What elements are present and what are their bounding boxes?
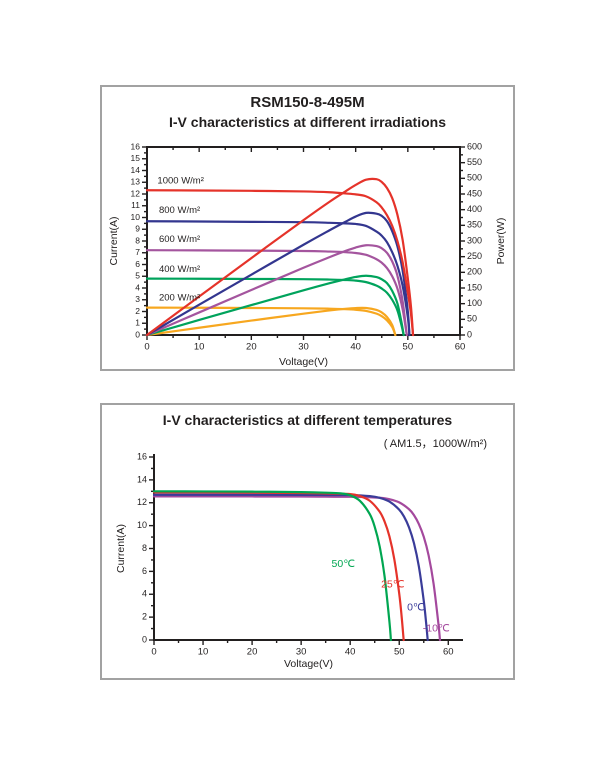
svg-text:50: 50 bbox=[467, 314, 477, 324]
svg-text:40: 40 bbox=[350, 341, 361, 352]
series-label: 25℃ bbox=[381, 578, 405, 590]
svg-text:250: 250 bbox=[467, 251, 482, 261]
svg-text:550: 550 bbox=[467, 157, 482, 167]
svg-text:8: 8 bbox=[142, 543, 147, 553]
svg-text:13: 13 bbox=[131, 177, 141, 187]
power-curve bbox=[145, 177, 415, 337]
svg-text:0: 0 bbox=[142, 634, 147, 644]
series-label: -10℃ bbox=[423, 622, 450, 634]
svg-text:200: 200 bbox=[467, 267, 482, 277]
svg-text:16: 16 bbox=[137, 451, 147, 461]
svg-text:20: 20 bbox=[246, 341, 257, 352]
axes: 0 10 20 30 40 50 60012345678910111213141516050… bbox=[131, 141, 483, 352]
series-label: 1000 W/m² bbox=[157, 175, 203, 186]
svg-text:300: 300 bbox=[467, 235, 482, 245]
svg-text:11: 11 bbox=[131, 200, 140, 210]
svg-text:2: 2 bbox=[135, 306, 140, 316]
y-axis-title: Current(A) bbox=[108, 216, 120, 265]
iv-curve bbox=[152, 495, 442, 642]
svg-text:3: 3 bbox=[135, 294, 140, 304]
test-conditions-label: ( AM1.5，1000W/m²) bbox=[383, 438, 487, 450]
svg-text:8: 8 bbox=[135, 235, 140, 245]
svg-text:10: 10 bbox=[137, 520, 147, 530]
iv-curve bbox=[145, 189, 415, 337]
iv-curve bbox=[145, 249, 408, 337]
x-axis-title: Voltage(V) bbox=[284, 658, 333, 670]
series-curves bbox=[152, 490, 442, 642]
axes: 0 10 20 30 40 50 60 0 2 4 6 8 10 12 14 16 bbox=[137, 451, 463, 657]
svg-text:10: 10 bbox=[194, 341, 205, 352]
svg-text:20: 20 bbox=[247, 646, 258, 657]
irradiation-chart-title: I-V characteristics at different irradia… bbox=[169, 114, 446, 130]
iv-curve bbox=[145, 220, 411, 337]
svg-text:0: 0 bbox=[467, 329, 472, 339]
iv-curve bbox=[152, 493, 429, 642]
iv-irradiation-chart: 0 10 20 30 40 50 60012345678910111213141516050… bbox=[108, 141, 507, 368]
temperature-chart-title: I-V characteristics at different tempera… bbox=[162, 412, 453, 428]
temperature-chart-panel: I-V characteristics at different tempera… bbox=[100, 403, 515, 680]
series-curves bbox=[145, 177, 415, 337]
svg-text:60: 60 bbox=[443, 646, 454, 657]
series-label: 400 W/m² bbox=[159, 264, 200, 275]
svg-text:60: 60 bbox=[455, 341, 466, 352]
svg-text:1: 1 bbox=[135, 318, 140, 328]
svg-text:0: 0 bbox=[151, 646, 156, 657]
svg-text:500: 500 bbox=[467, 173, 482, 183]
svg-text:6: 6 bbox=[142, 566, 147, 576]
series-label: 800 W/m² bbox=[159, 205, 200, 216]
svg-text:15: 15 bbox=[131, 153, 141, 163]
svg-text:7: 7 bbox=[135, 247, 140, 257]
y-axis-title: Current(A) bbox=[115, 524, 127, 573]
series-label: 600 W/m² bbox=[159, 234, 200, 245]
svg-text:100: 100 bbox=[467, 298, 482, 308]
iv-temperature-chart: 0 10 20 30 40 50 60 0 2 4 6 8 10 12 14 16 Voltage(V) Curr… bbox=[115, 451, 463, 670]
svg-text:6: 6 bbox=[135, 259, 140, 269]
svg-text:12: 12 bbox=[137, 497, 147, 507]
svg-text:14: 14 bbox=[131, 165, 141, 175]
svg-text:50: 50 bbox=[403, 341, 414, 352]
svg-text:450: 450 bbox=[467, 188, 482, 198]
power-curve bbox=[145, 306, 397, 337]
power-curve bbox=[145, 244, 408, 337]
svg-text:4: 4 bbox=[135, 282, 140, 292]
power-curve bbox=[145, 211, 411, 337]
svg-text:0: 0 bbox=[144, 341, 149, 352]
svg-text:40: 40 bbox=[345, 646, 356, 657]
iv-curve bbox=[152, 490, 392, 642]
svg-text:0: 0 bbox=[135, 329, 140, 339]
svg-text:10: 10 bbox=[131, 212, 141, 222]
series-label: 0℃ bbox=[407, 601, 425, 613]
svg-text:10: 10 bbox=[198, 646, 209, 657]
svg-text:4: 4 bbox=[142, 589, 147, 599]
iv-curve bbox=[152, 491, 405, 642]
svg-text:400: 400 bbox=[467, 204, 482, 214]
x-axis-title: Voltage(V) bbox=[279, 356, 328, 368]
svg-text:30: 30 bbox=[298, 341, 309, 352]
module-model-title: RSM150-8-495M bbox=[250, 94, 365, 111]
series-label: 200 W/m² bbox=[159, 292, 200, 303]
svg-text:14: 14 bbox=[137, 474, 147, 484]
svg-text:600: 600 bbox=[467, 141, 482, 151]
power-curve bbox=[145, 274, 405, 337]
svg-text:150: 150 bbox=[467, 282, 482, 292]
svg-text:12: 12 bbox=[131, 188, 141, 198]
series-label: 50℃ bbox=[332, 558, 356, 570]
svg-text:350: 350 bbox=[467, 220, 482, 230]
svg-text:50: 50 bbox=[394, 646, 405, 657]
svg-text:9: 9 bbox=[135, 224, 140, 234]
iv-curve bbox=[145, 277, 405, 337]
irradiation-chart-panel: RSM150-8-495M I-V characteristics at dif… bbox=[100, 85, 515, 371]
svg-text:5: 5 bbox=[135, 271, 140, 281]
iv-curve bbox=[145, 306, 397, 337]
svg-text:30: 30 bbox=[296, 646, 307, 657]
svg-text:16: 16 bbox=[131, 141, 141, 151]
svg-text:2: 2 bbox=[142, 612, 147, 622]
right-y-axis-title: Power(W) bbox=[495, 218, 507, 265]
